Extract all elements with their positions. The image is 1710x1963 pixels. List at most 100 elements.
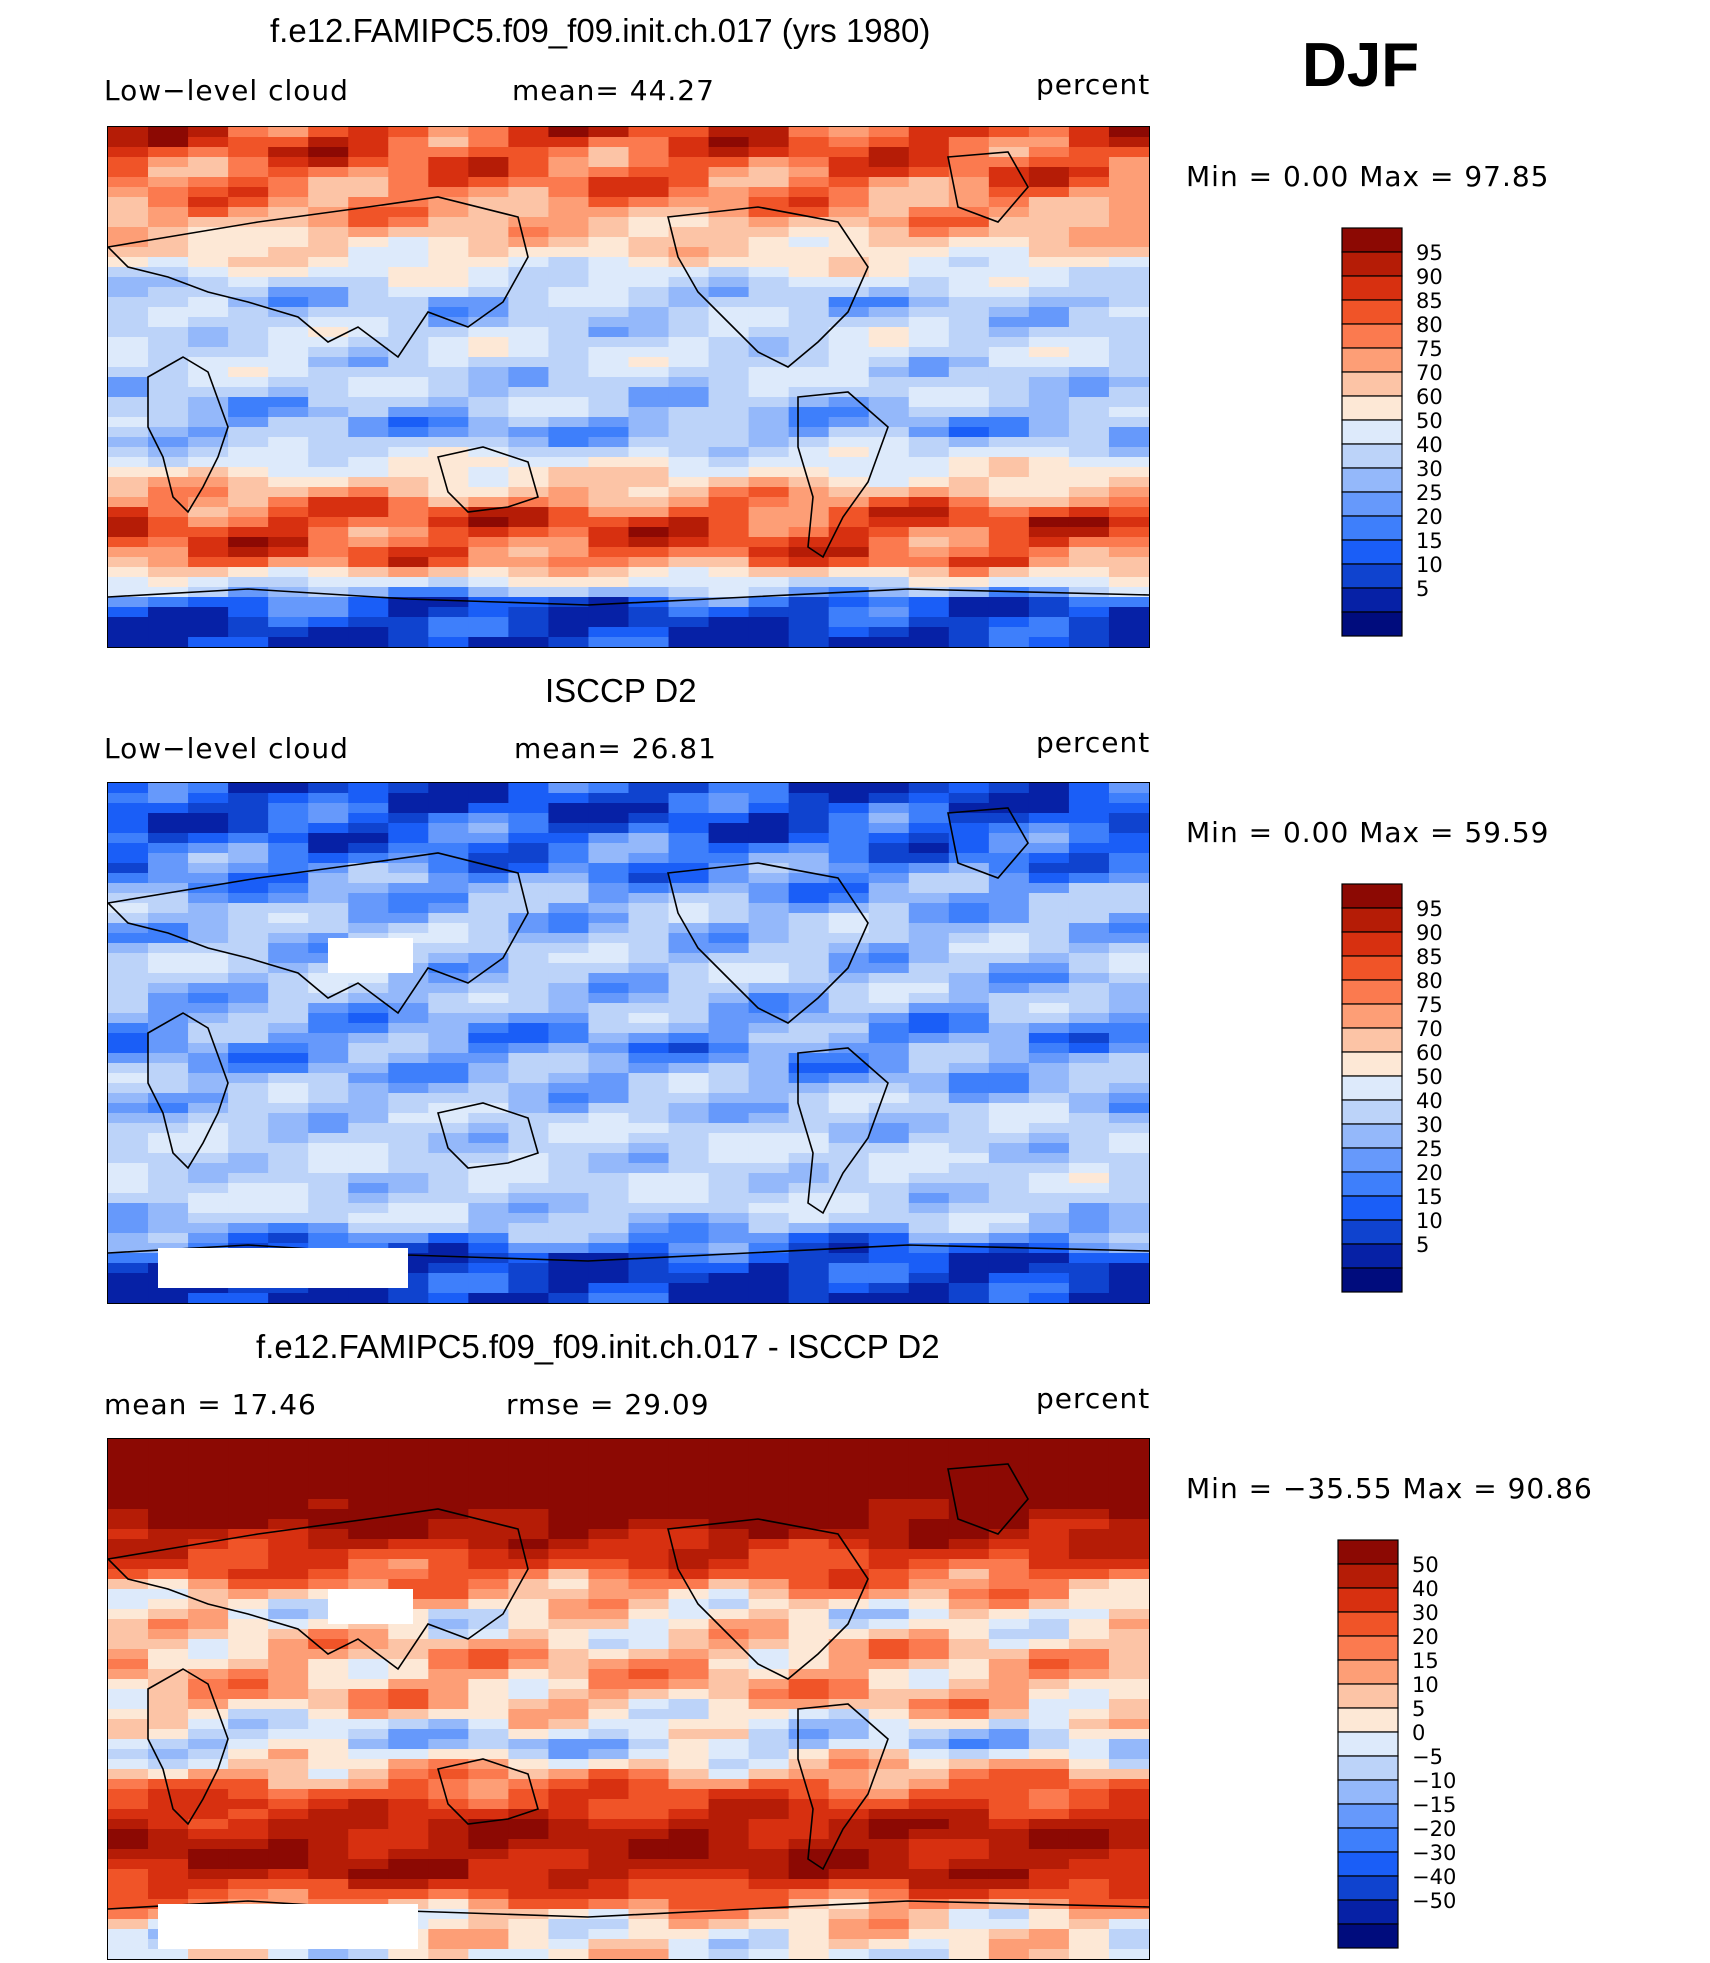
field-cell (908, 607, 950, 618)
field-cell (108, 1053, 150, 1064)
field-cell (708, 1023, 750, 1034)
field-cell (188, 813, 230, 824)
field-cell (508, 1539, 550, 1550)
field-cell (428, 1133, 470, 1144)
field-cell (988, 147, 1030, 158)
field-cell (788, 237, 830, 248)
colorbar-swatch (1337, 1899, 1399, 1925)
field-cell (988, 197, 1030, 208)
field-cell (348, 1759, 390, 1770)
field-cell (788, 1659, 830, 1670)
field-cell (948, 1919, 990, 1930)
field-cell (988, 1233, 1030, 1244)
field-cell (148, 933, 190, 944)
field-cell (1108, 317, 1149, 328)
field-cell (428, 1469, 470, 1480)
field-cell (428, 983, 470, 994)
field-cell (1108, 1909, 1149, 1920)
field-cell (628, 1589, 670, 1600)
field-cell (588, 567, 630, 578)
field-cell (188, 953, 230, 964)
field-cell (1108, 1729, 1149, 1740)
field-cell (468, 517, 510, 528)
field-cell (1028, 1469, 1070, 1480)
field-cell (1068, 1193, 1110, 1204)
field-cell (188, 1649, 230, 1660)
field-cell (268, 217, 310, 228)
field-cell (988, 1579, 1030, 1590)
field-cell (188, 1193, 230, 1204)
field-cell (708, 1223, 750, 1234)
field-cell (668, 1839, 710, 1850)
field-cell (428, 427, 470, 438)
field-cell (228, 597, 270, 608)
field-cell (1108, 983, 1149, 994)
field-cell (1028, 1749, 1070, 1760)
panel-title: f.e12.FAMIPC5.f09_f09.init.ch.017 (yrs 1… (270, 12, 931, 49)
field-cell (948, 1063, 990, 1074)
field-cell (428, 1939, 470, 1950)
field-cell (908, 813, 950, 824)
field-cell (268, 367, 310, 378)
field-cell (988, 467, 1030, 478)
field-cell (668, 1949, 710, 1959)
field-cell (188, 207, 230, 218)
field-cell (948, 1849, 990, 1860)
field-cell (348, 207, 390, 218)
field-cell (548, 1749, 590, 1760)
field-cell (668, 983, 710, 994)
field-cell (868, 367, 910, 378)
field-cell (1028, 1489, 1070, 1500)
field-cell (748, 1153, 790, 1164)
field-cell (308, 1153, 350, 1164)
field-cell (188, 1749, 230, 1760)
field-cell (148, 617, 190, 628)
field-cell (348, 1469, 390, 1480)
field-cell (148, 1719, 190, 1730)
field-cell (988, 1043, 1030, 1054)
field-cell (828, 863, 870, 874)
field-cell (1108, 447, 1149, 458)
field-cell (948, 1469, 990, 1480)
field-cell (308, 477, 350, 488)
field-cell (868, 1103, 910, 1114)
field-cell (388, 1749, 430, 1760)
field-cell (668, 1679, 710, 1690)
field-cell (428, 217, 470, 228)
field-cell (508, 873, 550, 884)
field-cell (708, 287, 750, 298)
field-cell (868, 1669, 910, 1680)
field-cell (108, 1203, 150, 1214)
field-cell (308, 497, 350, 508)
field-cell (188, 1509, 230, 1520)
field-cell (468, 147, 510, 158)
field-cell (228, 187, 270, 198)
colorbar-swatch (1337, 1683, 1399, 1709)
field-cell (868, 297, 910, 308)
field-cell (828, 1003, 870, 1014)
field-cell (828, 297, 870, 308)
field-cell (548, 1063, 590, 1074)
field-cell (548, 1669, 590, 1680)
field-cell (548, 1619, 590, 1630)
field-cell (868, 1649, 910, 1660)
field-cell (548, 1013, 590, 1024)
field-cell (628, 417, 670, 428)
field-cell (988, 1909, 1030, 1920)
field-cell (108, 1739, 150, 1750)
field-cell (468, 1449, 510, 1460)
field-cell (228, 823, 270, 834)
field-cell (468, 1133, 510, 1144)
field-cell (508, 1529, 550, 1540)
field-cell (148, 1093, 190, 1104)
field-cell (868, 1869, 910, 1880)
field-cell (508, 1779, 550, 1790)
field-cell (828, 237, 870, 248)
field-cell (268, 1629, 310, 1640)
field-cell (148, 853, 190, 864)
field-cell (1068, 357, 1110, 368)
field-cell (308, 1569, 350, 1580)
field-cell (468, 1809, 510, 1820)
field-cell (588, 217, 630, 228)
field-cell (908, 1143, 950, 1154)
